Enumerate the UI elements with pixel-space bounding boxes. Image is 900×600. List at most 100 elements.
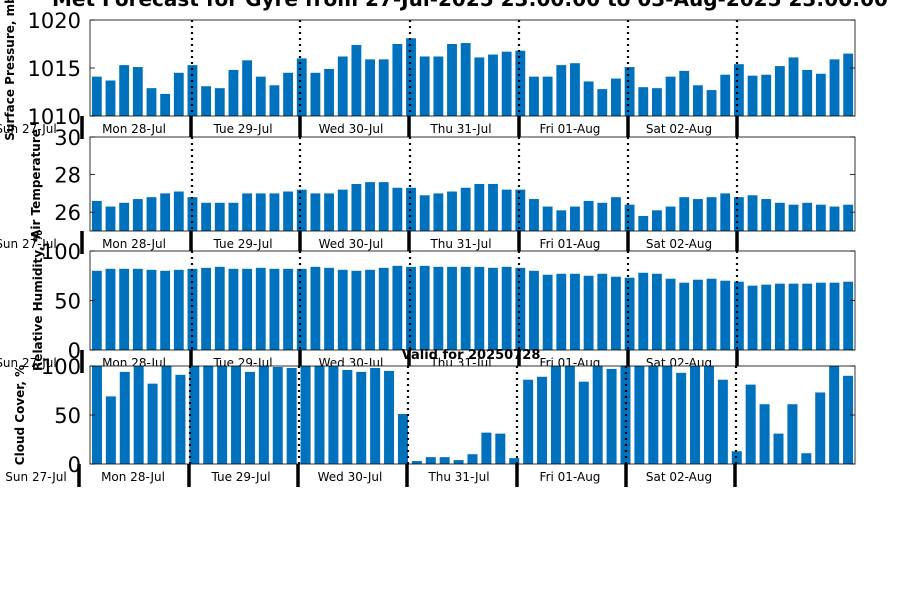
- bar: [578, 381, 589, 464]
- bar: [542, 76, 553, 116]
- bar: [488, 54, 498, 116]
- bar: [843, 204, 854, 231]
- bar: [91, 76, 102, 116]
- y-tick-label: 50: [54, 290, 81, 314]
- x-day-label: Mon 28-Jul: [101, 470, 165, 484]
- bar: [296, 189, 307, 231]
- bar: [255, 267, 266, 350]
- bar: [175, 374, 186, 464]
- bar: [542, 274, 553, 350]
- bar: [460, 266, 471, 350]
- bar: [624, 204, 635, 231]
- bar: [773, 433, 784, 464]
- bar: [583, 200, 594, 231]
- bar: [447, 266, 457, 350]
- bar: [310, 193, 321, 231]
- bar: [269, 268, 280, 350]
- bar: [788, 204, 799, 231]
- bar: [91, 270, 102, 350]
- bar: [474, 266, 485, 350]
- bar: [173, 191, 184, 231]
- bar: [397, 414, 408, 464]
- bar: [720, 280, 731, 350]
- bar: [843, 53, 854, 116]
- bar: [501, 51, 512, 116]
- bar: [283, 72, 293, 116]
- bar: [91, 200, 102, 231]
- bar: [815, 73, 826, 116]
- bar: [189, 366, 200, 464]
- y-tick-label: 28: [54, 164, 81, 188]
- bar: [606, 368, 617, 464]
- bar: [231, 366, 242, 464]
- bar: [244, 371, 255, 464]
- bar: [802, 69, 813, 116]
- bar: [801, 453, 812, 464]
- bar: [624, 277, 635, 350]
- bar: [356, 371, 367, 464]
- bar: [706, 90, 717, 116]
- bar: [679, 197, 690, 231]
- bar: [488, 184, 498, 231]
- bar: [228, 69, 239, 116]
- bar: [214, 202, 225, 231]
- bar: [187, 268, 198, 350]
- bar: [384, 370, 395, 464]
- y-tick-label: 100: [41, 355, 81, 379]
- bar: [258, 366, 269, 464]
- y-axis-label: Cloud Cover, %: [13, 365, 27, 465]
- bar: [228, 268, 239, 350]
- bar: [214, 88, 225, 116]
- x-day-label: Sat 02-Aug: [646, 237, 712, 251]
- bar: [815, 204, 826, 231]
- bar: [570, 63, 580, 116]
- bar: [665, 278, 676, 350]
- bar: [720, 193, 731, 231]
- bar: [529, 270, 539, 350]
- bar: [146, 269, 157, 350]
- bar: [105, 268, 116, 350]
- bar: [761, 74, 772, 116]
- bar: [187, 65, 198, 116]
- bar: [679, 282, 690, 350]
- bar: [160, 270, 171, 350]
- bar: [419, 265, 430, 350]
- bar: [815, 392, 826, 464]
- bar: [747, 75, 758, 116]
- bar: [843, 375, 854, 464]
- x-day-label: Tue 29-Jul: [212, 237, 272, 251]
- bar: [802, 283, 813, 350]
- bar: [676, 372, 687, 464]
- bar: [474, 184, 485, 231]
- bar: [843, 281, 854, 350]
- bar: [624, 67, 635, 116]
- bar: [433, 193, 444, 231]
- bar: [269, 193, 280, 231]
- bar: [638, 272, 649, 350]
- bar: [733, 197, 744, 231]
- bar: [201, 267, 212, 350]
- x-day-label: Tue 29-Jul: [212, 122, 272, 136]
- x-day-label: Wed 30-Jul: [319, 237, 384, 251]
- bar: [370, 367, 381, 464]
- bar: [556, 210, 567, 231]
- y-tick-label: 1015: [28, 57, 81, 81]
- bar: [802, 202, 813, 231]
- bar: [761, 284, 772, 350]
- y-tick-label: 1020: [28, 9, 81, 33]
- bar: [91, 366, 102, 464]
- bar: [611, 276, 621, 350]
- bar: [146, 88, 157, 116]
- bar: [411, 461, 422, 464]
- bar: [788, 283, 799, 350]
- y-axis-label: Air Temperature: [29, 129, 43, 239]
- bar: [509, 458, 520, 464]
- bar: [747, 285, 758, 350]
- bar: [173, 269, 184, 350]
- bar: [447, 191, 457, 231]
- bar: [392, 265, 403, 350]
- x-day-label: Thu 31-Jul: [427, 470, 489, 484]
- x-day-label: Wed 30-Jul: [319, 122, 384, 136]
- bar: [829, 206, 840, 231]
